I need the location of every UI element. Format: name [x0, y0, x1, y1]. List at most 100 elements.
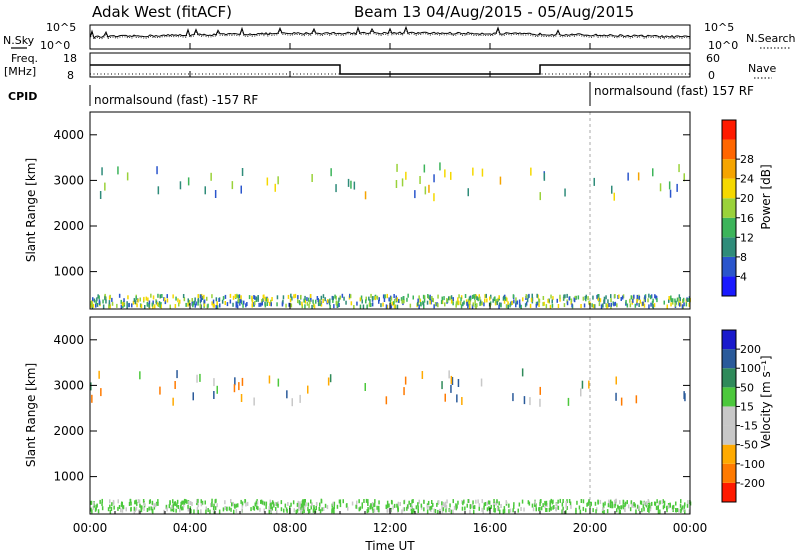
cpid-right-text: normalsound (fast) 157 RF	[594, 84, 754, 98]
power-streak	[232, 181, 234, 189]
power-speckle	[285, 304, 287, 308]
power-speckle	[141, 304, 143, 308]
power-speckle	[686, 302, 688, 306]
power-speckle	[258, 303, 260, 307]
power-speckle	[592, 296, 594, 300]
power-streak	[530, 168, 532, 176]
power-speckle	[252, 304, 254, 308]
colorbar-swatch	[722, 276, 736, 296]
power-speckle	[552, 304, 554, 308]
power-speckle	[211, 301, 213, 305]
power-speckle	[403, 296, 405, 300]
power-speckle	[532, 294, 534, 298]
power-speckle	[95, 300, 97, 304]
power-speckle	[527, 295, 529, 299]
power-speckle	[377, 296, 379, 300]
power-speckle	[126, 301, 128, 305]
power-speckle	[307, 302, 309, 306]
colorbar-swatch	[722, 159, 736, 179]
power-speckle	[536, 294, 538, 298]
power-speckle	[401, 300, 403, 304]
power-streak	[127, 172, 128, 180]
power-speckle	[633, 295, 635, 299]
power-speckle	[511, 301, 513, 305]
power-speckle	[312, 300, 314, 304]
power-speckle	[627, 304, 629, 308]
power-speckle	[282, 303, 284, 307]
power-speckle	[574, 298, 576, 302]
power-streak	[564, 189, 566, 197]
power-speckle	[647, 298, 649, 302]
colorbar-tick-label: 12	[740, 231, 754, 244]
power-speckle	[164, 298, 166, 302]
power-speckle	[369, 303, 371, 307]
power-speckle	[218, 298, 220, 302]
power-speckle	[474, 300, 476, 304]
power-speckle	[121, 300, 123, 304]
power-speckle	[198, 294, 200, 298]
power-speckle	[251, 296, 253, 300]
power-speckle	[306, 297, 308, 301]
power-streak	[117, 166, 119, 174]
power-speckle	[200, 295, 202, 299]
power-streak	[594, 178, 596, 186]
power-panel-frame	[90, 112, 690, 309]
power-speckle	[167, 294, 169, 298]
colorbar-tick-label: 24	[740, 173, 754, 186]
power-speckle	[336, 301, 338, 305]
power-speckle	[297, 299, 299, 303]
power-speckle	[621, 297, 623, 301]
power-streak	[402, 178, 404, 186]
power-speckle	[252, 300, 254, 304]
power-speckle	[427, 294, 429, 298]
power-speckle	[102, 300, 104, 304]
beam-date-title: Beam 13 04/Aug/2015 - 05/Aug/2015	[354, 3, 634, 21]
power-speckle	[360, 305, 362, 309]
power-speckle	[321, 296, 323, 300]
power-speckle	[333, 296, 335, 300]
power-speckle	[207, 304, 209, 308]
power-speckle	[625, 300, 627, 304]
power-speckle	[185, 303, 187, 307]
power-speckle	[93, 304, 95, 308]
power-speckle	[397, 305, 399, 309]
power-speckle	[225, 295, 227, 299]
power-speckle	[444, 302, 446, 306]
power-speckle	[98, 295, 100, 299]
station-title: Adak West (fitACF)	[92, 3, 232, 21]
power-speckle	[508, 305, 510, 309]
power-speckle	[233, 296, 235, 300]
power-speckle	[135, 300, 137, 304]
power-speckle	[538, 303, 540, 307]
power-speckle	[329, 299, 331, 303]
power-speckle	[254, 301, 256, 305]
power-speckle	[127, 295, 129, 299]
power-speckle	[591, 303, 593, 307]
ytick-label: 3000	[53, 173, 84, 187]
power-speckle	[559, 295, 561, 299]
power-speckle	[601, 305, 603, 309]
power-speckle	[152, 303, 154, 307]
power-speckle	[622, 296, 624, 300]
power-speckle	[679, 294, 681, 298]
power-speckle	[605, 295, 607, 299]
power-speckle	[420, 302, 422, 306]
power-speckle	[350, 294, 352, 298]
power-streak	[660, 183, 662, 191]
power-speckle	[584, 304, 586, 308]
power-speckle	[536, 304, 538, 308]
freq-unit-label: [MHz]	[4, 65, 36, 78]
power-speckle	[629, 299, 631, 303]
power-speckle	[640, 300, 642, 304]
power-streak	[311, 174, 313, 182]
power-speckle	[297, 295, 299, 299]
power-speckle	[492, 299, 494, 303]
power-speckle	[380, 303, 382, 307]
power-speckle	[613, 302, 615, 306]
power-speckle	[563, 295, 565, 299]
power-speckle	[147, 302, 149, 306]
power-speckle	[213, 300, 215, 304]
power-speckle	[365, 299, 367, 303]
